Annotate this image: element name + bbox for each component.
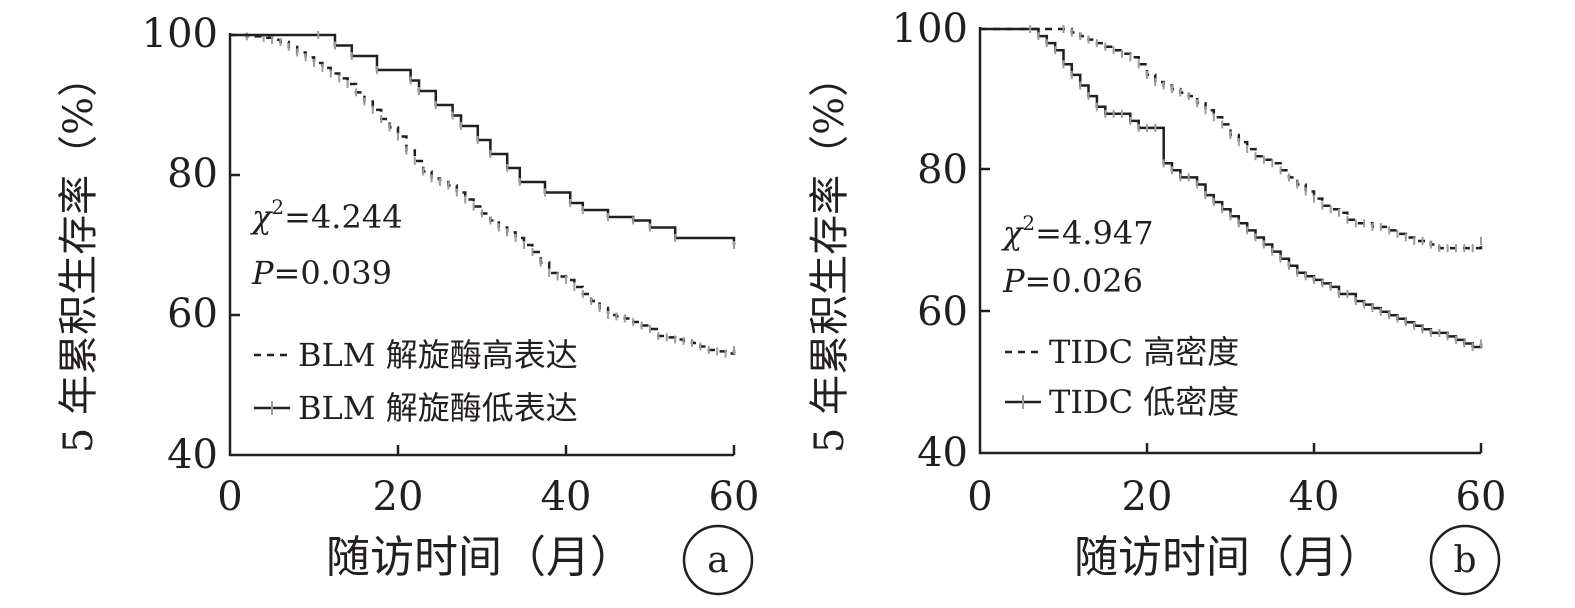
plot-area <box>230 31 736 358</box>
axis-ticks <box>980 167 1483 453</box>
x-tick-label: 0 <box>217 474 242 520</box>
chi-square-text: χ2=4.244 <box>250 195 403 236</box>
y-tick-labels: 40 60 80 100 <box>142 11 218 478</box>
y-tick-label: 80 <box>167 151 218 197</box>
x-axis-label: 随访时间（月） <box>1074 532 1382 583</box>
series-line-high <box>980 27 1483 250</box>
y-tick-labels: 40 60 80 100 <box>892 6 968 476</box>
chi-value: =4.244 <box>284 198 402 236</box>
chi-square-text: χ2=4.947 <box>1001 211 1154 252</box>
x-axis-label: 随访时间（月） <box>326 532 634 583</box>
x-tick-label: 60 <box>1456 474 1507 520</box>
y-axis-label-text: 5 年累积生存率（%） <box>807 57 853 453</box>
axis-ticks <box>230 173 736 455</box>
x-tick-label: 40 <box>1289 474 1340 520</box>
x-tick-label: 20 <box>373 474 424 520</box>
panel-letter-circle <box>1429 524 1501 596</box>
chi-symbol: χ <box>1001 214 1024 252</box>
chi-superscript: 2 <box>271 195 284 219</box>
p-value: =0.026 <box>1025 262 1143 300</box>
legend: TIDC 高密度 TIDC 低密度 <box>1005 333 1239 421</box>
y-axis-label: 5 年累积生存率（%） <box>56 57 102 453</box>
legend-item-low: BLM 解旋酶低表达 <box>254 389 578 427</box>
chi-value: =4.947 <box>1035 214 1153 252</box>
y-tick-label: 40 <box>167 432 218 478</box>
x-tick-label: 40 <box>541 474 592 520</box>
p-value: =0.039 <box>274 254 392 292</box>
legend-label: BLM 解旋酶高表达 <box>298 336 578 374</box>
series-line-high <box>230 33 736 355</box>
plot-area <box>980 25 1483 351</box>
p-value-text: P=0.039 <box>251 254 392 292</box>
panel-a: 5 年累积生存率（%） 40 60 80 100 0 20 40 60 随访时间… <box>56 11 759 596</box>
x-tick-label: 20 <box>1122 474 1173 520</box>
p-value-text: P=0.026 <box>1002 262 1143 300</box>
y-tick-label: 80 <box>917 147 968 193</box>
panel-b: 5 年累积生存率（%） 40 60 80 100 0 20 40 60 随访时间… <box>807 6 1506 596</box>
x-tick-label: 60 <box>709 474 760 520</box>
x-tick-label: 0 <box>967 474 992 520</box>
statistics-text: χ2=4.244 P=0.039 <box>250 195 403 292</box>
y-axis-label-text: 5 年累积生存率（%） <box>56 57 102 453</box>
statistics-text: χ2=4.947 P=0.026 <box>1001 211 1154 300</box>
y-tick-label: 100 <box>142 11 218 57</box>
p-symbol: P <box>251 254 274 292</box>
legend-item-low: TIDC 低密度 <box>1005 383 1239 421</box>
panel-letter-badge: b <box>1429 524 1501 596</box>
legend-item-high: TIDC 高密度 <box>1005 333 1239 371</box>
legend-label: TIDC 高密度 <box>1049 333 1239 371</box>
panel-letter: a <box>707 540 728 581</box>
y-tick-label: 40 <box>917 430 968 476</box>
legend: BLM 解旋酶高表达 BLM 解旋酶低表达 <box>254 336 578 427</box>
y-axis-label: 5 年累积生存率（%） <box>807 57 853 453</box>
x-tick-labels: 0 20 40 60 <box>967 474 1506 520</box>
chi-superscript: 2 <box>1022 211 1035 235</box>
legend-item-high: BLM 解旋酶高表达 <box>254 336 578 374</box>
x-tick-labels: 0 20 40 60 <box>217 474 759 520</box>
legend-label: TIDC 低密度 <box>1049 383 1239 421</box>
chi-symbol: χ <box>250 198 273 236</box>
p-symbol: P <box>1002 262 1025 300</box>
legend-label: BLM 解旋酶低表达 <box>298 389 578 427</box>
panel-letter: b <box>1453 540 1476 581</box>
y-tick-label: 60 <box>167 291 218 337</box>
y-tick-label: 100 <box>892 6 968 52</box>
panel-letter-circle <box>682 524 754 596</box>
y-tick-label: 60 <box>917 289 968 335</box>
panel-letter-badge: a <box>682 524 754 596</box>
